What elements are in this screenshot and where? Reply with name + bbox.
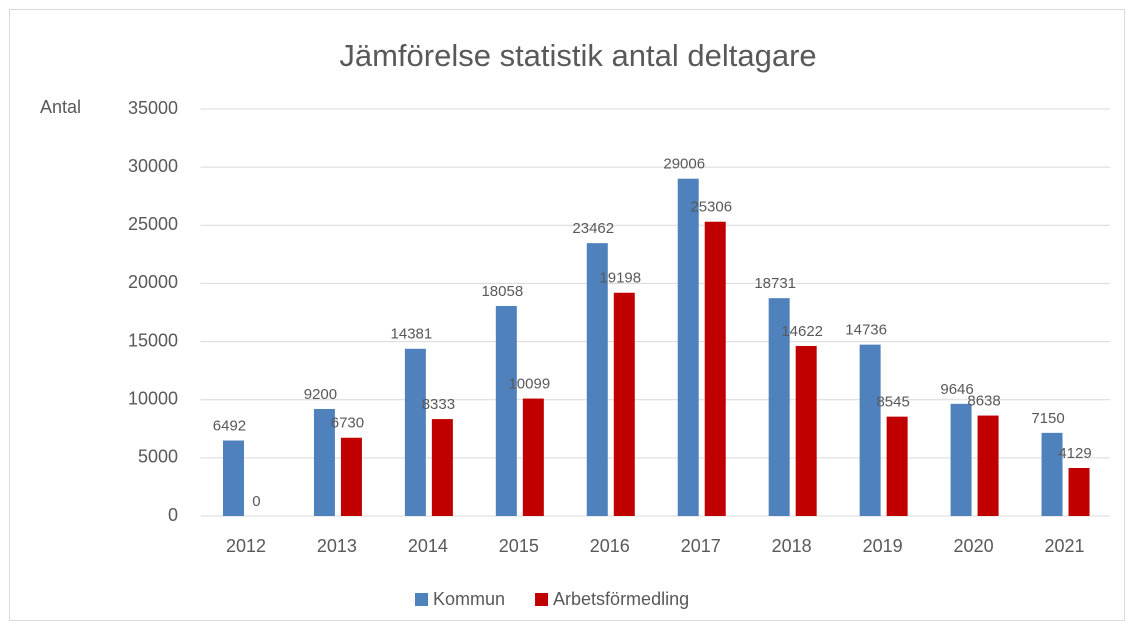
bar xyxy=(495,306,517,516)
bar xyxy=(886,416,908,516)
value-label: 6730 xyxy=(331,415,364,432)
value-label: 19198 xyxy=(599,270,641,287)
x-tick-label: 2013 xyxy=(317,536,357,556)
value-label: 8545 xyxy=(876,394,909,411)
value-label: 14736 xyxy=(845,322,887,339)
bar xyxy=(859,344,881,516)
legend-swatch xyxy=(535,593,549,606)
y-tick-label: 30000 xyxy=(128,156,178,176)
bar xyxy=(768,298,790,516)
bar xyxy=(704,221,726,517)
x-tick-label: 2021 xyxy=(1045,536,1085,556)
value-label: 9200 xyxy=(304,386,337,403)
bar xyxy=(613,292,635,516)
value-label: 25306 xyxy=(690,199,732,216)
bar xyxy=(340,437,362,516)
legend-label: Kommun xyxy=(433,589,505,609)
bar xyxy=(404,348,426,516)
bar xyxy=(431,419,453,516)
value-label: 14622 xyxy=(781,323,823,340)
value-label: 18731 xyxy=(754,275,796,292)
value-label: 4129 xyxy=(1058,445,1091,462)
y-tick-label: 25000 xyxy=(128,214,178,234)
bar xyxy=(1068,467,1090,516)
bar xyxy=(1041,432,1063,516)
legend-label: Arbetsförmedling xyxy=(553,589,689,609)
x-tick-label: 2016 xyxy=(590,536,630,556)
chart-frame xyxy=(9,9,1125,621)
y-tick-label: 5000 xyxy=(138,447,178,467)
y-axis-label: Antal xyxy=(40,97,81,117)
y-tick-label: 10000 xyxy=(128,388,178,408)
value-label: 7150 xyxy=(1031,410,1064,427)
value-label: 0 xyxy=(252,493,260,510)
value-label: 29006 xyxy=(663,156,705,173)
bar xyxy=(222,440,244,516)
x-tick-label: 2014 xyxy=(408,536,448,556)
value-label: 18058 xyxy=(481,283,523,300)
x-tick-label: 2017 xyxy=(681,536,721,556)
legend-swatch xyxy=(415,593,428,606)
bar xyxy=(677,178,699,516)
bar xyxy=(313,409,335,516)
x-tick-label: 2012 xyxy=(226,536,266,556)
y-tick-label: 0 xyxy=(168,505,178,525)
value-label: 10099 xyxy=(508,376,550,393)
bar xyxy=(586,243,608,516)
value-label: 8638 xyxy=(967,393,1000,410)
bar xyxy=(977,415,999,516)
y-tick-label: 35000 xyxy=(128,98,178,118)
x-tick-label: 2019 xyxy=(863,536,903,556)
x-tick-label: 2015 xyxy=(499,536,539,556)
value-label: 9646 xyxy=(940,381,973,398)
bar xyxy=(522,398,544,516)
chart-title: Jämförelse statistik antal deltagare xyxy=(339,38,816,73)
x-tick-label: 2018 xyxy=(772,536,812,556)
value-label: 8333 xyxy=(422,396,455,413)
bar xyxy=(950,403,972,516)
value-label: 6492 xyxy=(213,417,246,434)
y-tick-label: 20000 xyxy=(128,272,178,292)
value-label: 14381 xyxy=(391,326,433,343)
value-label: 23462 xyxy=(572,220,614,237)
bar xyxy=(795,345,817,516)
y-tick-label: 15000 xyxy=(128,330,178,350)
x-tick-label: 2020 xyxy=(954,536,994,556)
